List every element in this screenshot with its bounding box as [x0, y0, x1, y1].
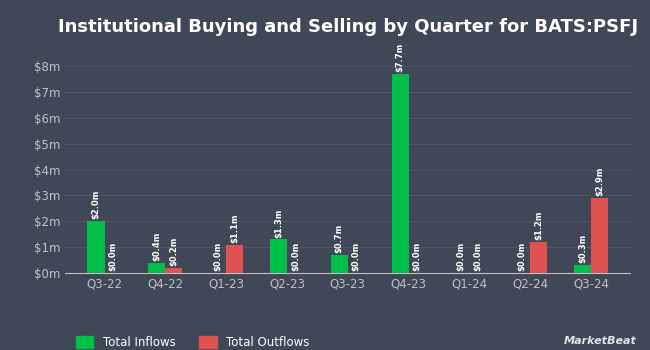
Title: Institutional Buying and Selling by Quarter for BATS:PSFJ: Institutional Buying and Selling by Quar… — [58, 18, 638, 36]
Text: $1.1m: $1.1m — [230, 213, 239, 243]
Text: $0.4m: $0.4m — [152, 231, 161, 261]
Bar — [226, 245, 243, 273]
Text: $0.0m: $0.0m — [213, 242, 222, 271]
Text: $2.0m: $2.0m — [92, 190, 101, 219]
Legend: Total Inflows, Total Outflows: Total Inflows, Total Outflows — [71, 331, 315, 350]
Text: $1.2m: $1.2m — [534, 211, 543, 240]
Bar — [391, 74, 409, 273]
Text: $0.2m: $0.2m — [170, 237, 178, 266]
Text: $1.3m: $1.3m — [274, 208, 283, 238]
Text: MarketBeat: MarketBeat — [564, 336, 637, 346]
Bar — [148, 262, 165, 273]
Bar — [165, 268, 183, 273]
Text: $0.0m: $0.0m — [473, 242, 482, 271]
Text: $0.0m: $0.0m — [352, 242, 361, 271]
Bar — [591, 198, 608, 273]
Bar — [574, 265, 591, 273]
Text: $0.3m: $0.3m — [578, 234, 587, 264]
Text: $2.9m: $2.9m — [595, 167, 604, 196]
Bar — [88, 221, 105, 273]
Text: $0.0m: $0.0m — [517, 242, 526, 271]
Text: $0.0m: $0.0m — [413, 242, 422, 271]
Text: $0.7m: $0.7m — [335, 224, 344, 253]
Bar — [331, 255, 348, 273]
Bar — [270, 239, 287, 273]
Text: $0.0m: $0.0m — [109, 242, 118, 271]
Bar — [530, 242, 547, 273]
Text: $0.0m: $0.0m — [456, 242, 465, 271]
Text: $7.7m: $7.7m — [396, 43, 404, 72]
Text: $0.0m: $0.0m — [291, 242, 300, 271]
